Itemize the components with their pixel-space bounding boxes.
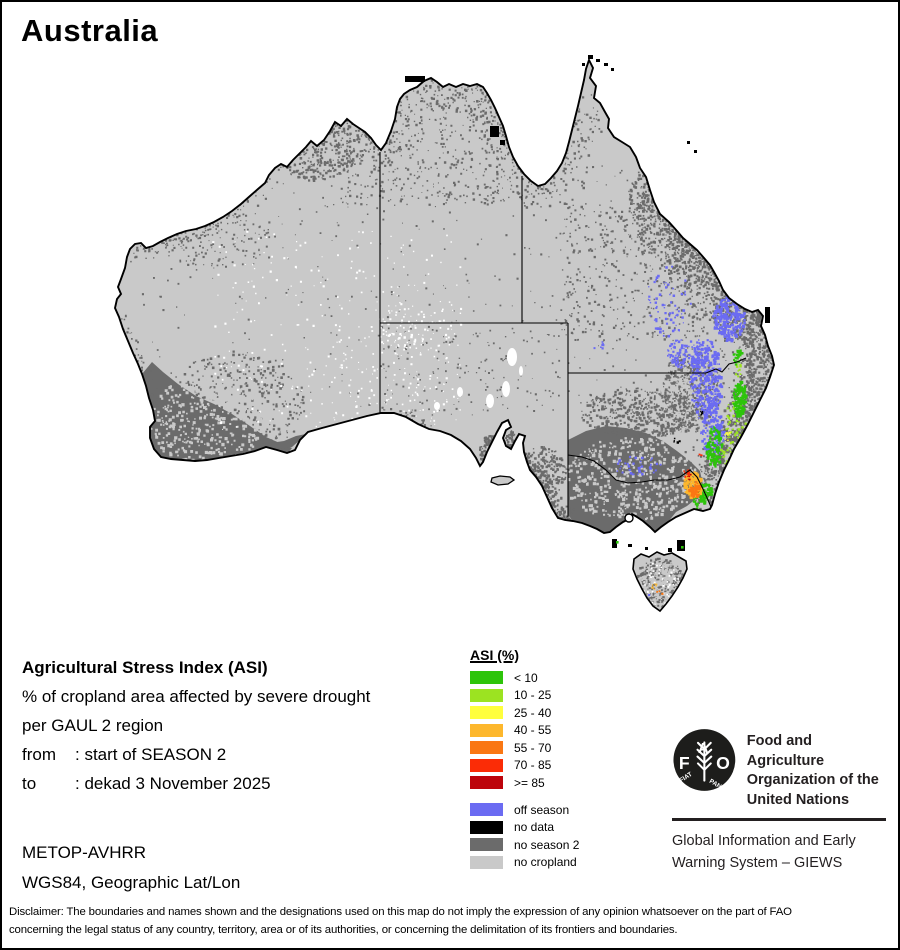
fao-logo-row: F A O FIAT PANIS Food and Agriculture Or… <box>672 727 890 810</box>
asi-legend-rows: < 10 10 - 25 25 - 40 40 - 55 55 - 70 70 - 85 >… <box>470 670 579 790</box>
legend-row: 70 - 85 <box>470 758 579 772</box>
legend-label: no season 2 <box>514 837 580 852</box>
legend-label: no data <box>514 820 555 834</box>
legend-row: no data <box>470 820 579 834</box>
wheat-ear-icon <box>696 741 713 782</box>
legend-swatch <box>470 820 503 834</box>
legend-swatch <box>470 741 503 754</box>
asi-heading: Agricultural Stress Index (ASI) <box>22 658 268 677</box>
legend-row: no season 2 <box>470 837 580 852</box>
sensor-name: METOP-AVHRR <box>22 843 147 862</box>
map-title: Australia <box>21 13 159 48</box>
fao-letter-a: A <box>698 741 709 757</box>
legend-swatch <box>470 723 503 737</box>
legend-label: < 10 <box>514 670 538 685</box>
map-description: Agricultural Stress Index (ASI) % of cro… <box>22 653 370 798</box>
legend-title: ASI (%) <box>470 647 519 663</box>
asi-subtitle-line1: % of cropland area affected by severe dr… <box>22 687 371 706</box>
fao-letter-f: F <box>679 753 690 773</box>
legend-swatch <box>470 855 503 869</box>
giews-line: Global Information and Early <box>672 832 856 849</box>
legend-swatch <box>470 671 503 684</box>
disclaimer: Disclaimer: The boundaries and names sho… <box>9 904 889 939</box>
fao-divider <box>672 818 886 821</box>
legend-swatch <box>470 803 503 816</box>
fao-logo: F A O FIAT PANIS <box>673 729 736 793</box>
legend-row: 55 - 70 <box>470 740 579 755</box>
legend-label: 25 - 40 <box>514 705 552 720</box>
to-value: : dekad 3 November 2025 <box>75 774 271 793</box>
period-from: from : start of SEASON 2 <box>22 740 370 769</box>
legend-swatch <box>470 838 503 851</box>
other-legend-rows: off season no data no season 2 no cropland <box>470 803 579 869</box>
legend-label: off season <box>514 802 570 817</box>
legend-row: 40 - 55 <box>470 723 579 737</box>
legend-label: 55 - 70 <box>514 740 552 755</box>
legend-label: >= 85 <box>514 775 545 790</box>
legend-label: 40 - 55 <box>514 723 552 737</box>
legend-row: >= 85 <box>470 775 579 790</box>
legend-swatch <box>470 706 503 719</box>
period-to: to : dekad 3 November 2025 <box>22 769 370 798</box>
from-label: from <box>22 745 56 764</box>
asi-subtitle-line2: per GAUL 2 region <box>22 716 164 735</box>
fao-letter-o: O <box>716 753 730 773</box>
legend-row: < 10 <box>470 670 579 685</box>
legend-label: 70 - 85 <box>514 758 552 772</box>
fao-org-line: United Nations <box>746 791 850 808</box>
legend-row: no cropland <box>470 855 579 869</box>
fao-org-line: Food and Agriculture <box>746 733 825 769</box>
legend: ASI (%) < 10 10 - 25 25 - 40 40 - 55 55 - 70… <box>470 647 579 873</box>
giews-name: Global Information and Early Warning Sys… <box>672 830 890 874</box>
fao-org-name: Food and Agriculture Organization of the… <box>747 727 890 810</box>
disclaimer-line: concerning the legal status of any count… <box>9 923 678 936</box>
legend-swatch <box>470 688 503 702</box>
legend-label: no cropland <box>514 855 577 869</box>
source-info: METOP-AVHRR WGS84, Geographic Lat/Lon <box>22 838 240 898</box>
from-value: : start of SEASON 2 <box>75 745 227 764</box>
legend-swatch <box>470 758 503 772</box>
fao-branding: F A O FIAT PANIS Food and Agriculture Or… <box>672 727 890 874</box>
projection-name: WGS84, Geographic Lat/Lon <box>22 873 241 892</box>
disclaimer-line: Disclaimer: The boundaries and names sho… <box>9 906 792 918</box>
to-label: to <box>22 774 37 793</box>
legend-row: 25 - 40 <box>470 705 579 720</box>
giews-line: Warning System – GIEWS <box>672 854 843 871</box>
legend-row: off season <box>470 802 579 817</box>
legend-swatch <box>470 776 503 789</box>
legend-label: 10 - 25 <box>514 688 552 702</box>
fao-org-line: Organization of the <box>746 772 879 788</box>
legend-row: 10 - 25 <box>470 688 579 702</box>
